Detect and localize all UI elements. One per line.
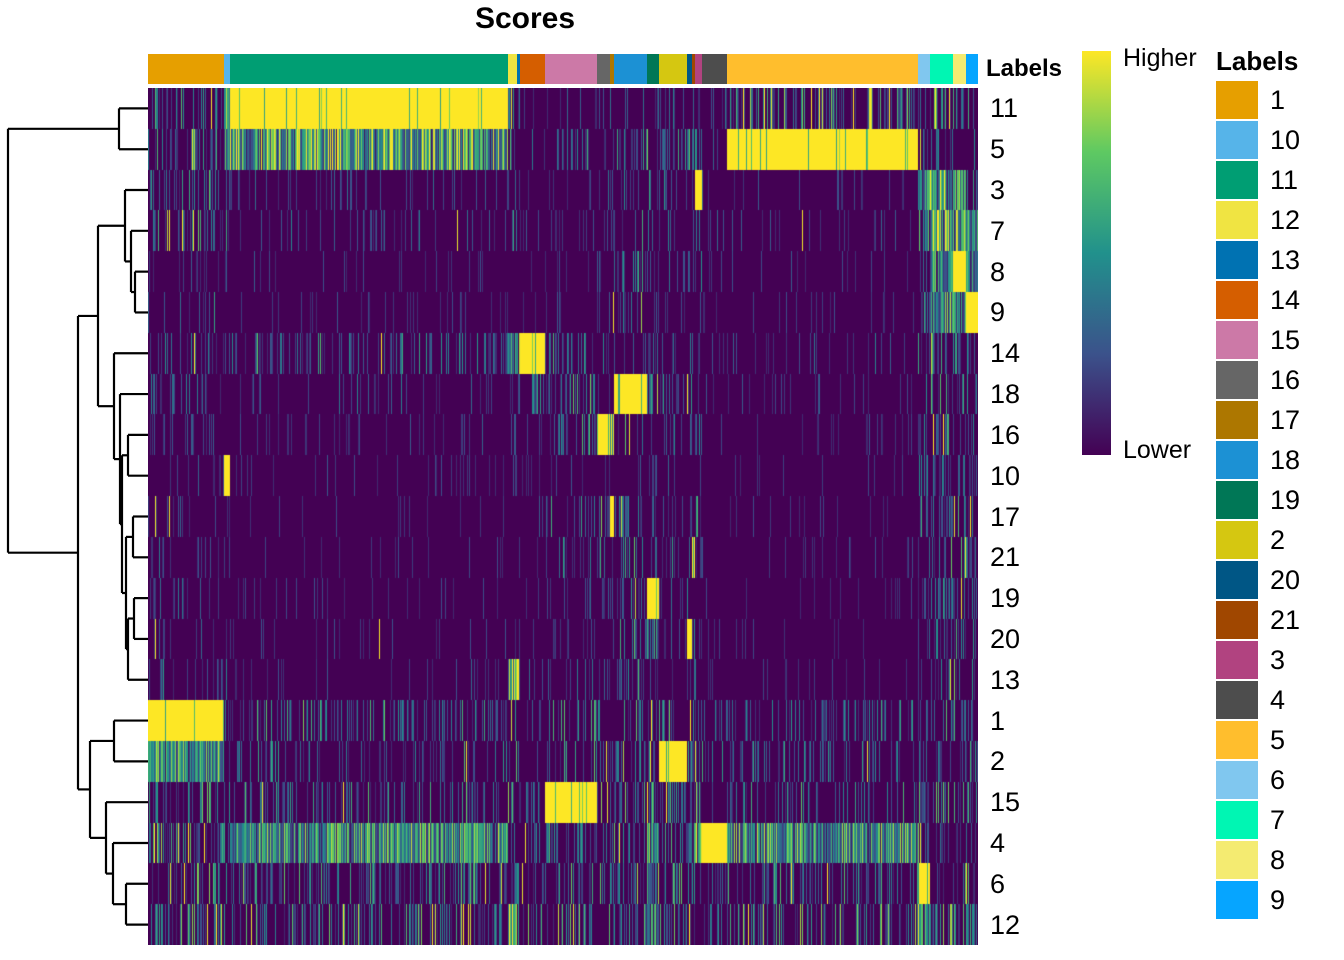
heatmap-canvas xyxy=(148,88,978,945)
annotation-group-6 xyxy=(918,54,930,84)
legend-swatch-14 xyxy=(1216,281,1258,319)
legend-item-label: 11 xyxy=(1270,165,1299,195)
row-label-11: 11 xyxy=(990,93,1019,123)
legend-swatch-19 xyxy=(1216,481,1258,519)
annotation-group-3 xyxy=(695,54,702,84)
legend-swatch-4 xyxy=(1216,681,1258,719)
legend-swatch-8 xyxy=(1216,841,1258,879)
annotation-group-2 xyxy=(659,54,687,84)
row-label-7: 7 xyxy=(990,216,1006,246)
legend-item-label: 5 xyxy=(1270,725,1286,755)
legend-item-label: 7 xyxy=(1270,805,1286,835)
annotation-group-18 xyxy=(614,54,647,84)
row-label-20: 20 xyxy=(990,624,1021,654)
legend-item-label: 8 xyxy=(1270,845,1286,875)
row-label-6: 6 xyxy=(990,869,1006,899)
annotation-group-17 xyxy=(610,54,614,84)
legend-swatch-6 xyxy=(1216,761,1258,799)
row-label-3: 3 xyxy=(990,175,1006,205)
row-label-10: 10 xyxy=(990,461,1021,491)
legend-swatch-11 xyxy=(1216,161,1258,199)
annotation-group-19 xyxy=(647,54,659,84)
legend-swatch-1 xyxy=(1216,81,1258,119)
annotation-group-15 xyxy=(545,54,597,84)
column-annotation-bar xyxy=(148,54,978,84)
row-label-4: 4 xyxy=(990,828,1006,858)
column-annotation-title: Labels xyxy=(986,55,1063,82)
row-label-9: 9 xyxy=(990,297,1006,327)
legend-item-label: 21 xyxy=(1270,605,1301,635)
figure-title: Scores xyxy=(474,2,576,35)
annotation-group-8 xyxy=(953,54,966,84)
legend-item-label: 13 xyxy=(1270,245,1301,275)
legend-item-label: 18 xyxy=(1270,445,1301,475)
legend-title: Labels xyxy=(1216,46,1299,76)
legend-item-label: 1 xyxy=(1270,85,1286,115)
annotation-group-12 xyxy=(508,54,517,84)
annotation-group-9 xyxy=(966,54,978,84)
legend-swatch-18 xyxy=(1216,441,1258,479)
legend-swatch-20 xyxy=(1216,561,1258,599)
legend-item-label: 20 xyxy=(1270,565,1301,595)
legend-item-label: 14 xyxy=(1270,285,1301,315)
legend-item-label: 9 xyxy=(1270,885,1286,915)
legend-item-label: 10 xyxy=(1270,125,1301,155)
row-label-5: 5 xyxy=(990,134,1006,164)
legend-item-label: 6 xyxy=(1270,765,1286,795)
legend-swatch-10 xyxy=(1216,121,1258,159)
row-label-8: 8 xyxy=(990,257,1006,287)
colorbar-high-label: Higher xyxy=(1123,44,1197,72)
row-label-19: 19 xyxy=(990,583,1021,613)
annotation-group-7 xyxy=(930,54,953,84)
legend-swatch-2 xyxy=(1216,521,1258,559)
legend-swatch-21 xyxy=(1216,601,1258,639)
annotation-group-4 xyxy=(702,54,727,84)
row-label-18: 18 xyxy=(990,379,1021,409)
legend-item-label: 2 xyxy=(1270,525,1286,555)
annotation-group-13 xyxy=(517,54,520,84)
row-label-17: 17 xyxy=(990,502,1021,532)
annotation-group-21 xyxy=(692,54,695,84)
row-label-1: 1 xyxy=(990,706,1006,736)
legend-item-label: 15 xyxy=(1270,325,1301,355)
legend-swatch-3 xyxy=(1216,641,1258,679)
row-label-12: 12 xyxy=(990,910,1021,940)
annotation-group-16 xyxy=(597,54,610,84)
legend-item-label: 12 xyxy=(1270,205,1301,235)
row-label-15: 15 xyxy=(990,787,1021,817)
legend-swatch-15 xyxy=(1216,321,1258,359)
annotation-group-14 xyxy=(520,54,545,84)
annotation-group-10 xyxy=(224,54,230,84)
row-label-13: 13 xyxy=(990,665,1021,695)
legend-swatch-12 xyxy=(1216,201,1258,239)
legend-item-label: 19 xyxy=(1270,485,1301,515)
legend-swatch-13 xyxy=(1216,241,1258,279)
legend-item-label: 16 xyxy=(1270,365,1301,395)
legend-swatch-5 xyxy=(1216,721,1258,759)
row-label-14: 14 xyxy=(990,338,1021,368)
annotation-group-1 xyxy=(148,54,224,84)
row-label-16: 16 xyxy=(990,420,1021,450)
colorbar-gradient xyxy=(1082,51,1111,455)
legend-swatch-17 xyxy=(1216,401,1258,439)
legend-swatch-9 xyxy=(1216,881,1258,919)
row-dendrogram xyxy=(6,107,148,926)
legend-item-label: 3 xyxy=(1270,645,1286,675)
row-label-21: 21 xyxy=(990,542,1021,572)
annotation-group-5 xyxy=(727,54,918,84)
annotation-group-11 xyxy=(230,54,508,84)
legend-swatch-16 xyxy=(1216,361,1258,399)
legend-item-label: 4 xyxy=(1270,685,1286,715)
legend-item-label: 17 xyxy=(1270,405,1301,435)
annotation-group-20 xyxy=(687,54,692,84)
row-label-2: 2 xyxy=(990,746,1006,776)
legend-swatch-7 xyxy=(1216,801,1258,839)
colorbar-low-label: Lower xyxy=(1123,436,1192,464)
